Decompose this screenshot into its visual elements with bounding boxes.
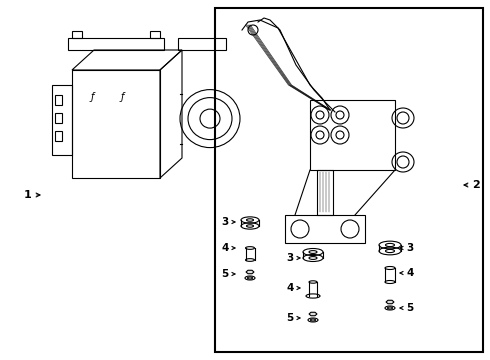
Polygon shape xyxy=(386,300,394,304)
Bar xyxy=(285,215,365,243)
Bar xyxy=(317,170,333,215)
Text: 4: 4 xyxy=(221,243,229,253)
Bar xyxy=(52,85,72,155)
Text: 5: 5 xyxy=(286,313,294,323)
Text: 1: 1 xyxy=(24,190,32,200)
Text: 4: 4 xyxy=(286,283,294,293)
Bar xyxy=(55,113,62,123)
Polygon shape xyxy=(246,270,254,274)
Bar xyxy=(178,38,226,50)
Text: 2: 2 xyxy=(472,180,480,190)
Text: 3: 3 xyxy=(221,217,229,227)
Polygon shape xyxy=(309,312,317,316)
Bar xyxy=(215,8,483,352)
Text: 5: 5 xyxy=(406,303,414,313)
Text: 4: 4 xyxy=(406,268,414,278)
Bar xyxy=(68,38,164,50)
Bar xyxy=(72,70,160,178)
Text: 5: 5 xyxy=(221,269,229,279)
Text: ƒ: ƒ xyxy=(90,92,94,102)
Bar xyxy=(72,31,82,38)
Bar xyxy=(150,31,160,38)
Bar xyxy=(55,131,62,141)
Text: 3: 3 xyxy=(406,243,414,253)
Text: 3: 3 xyxy=(286,253,294,263)
Bar xyxy=(55,95,62,105)
Text: ƒ: ƒ xyxy=(121,92,123,102)
Bar xyxy=(310,100,395,170)
